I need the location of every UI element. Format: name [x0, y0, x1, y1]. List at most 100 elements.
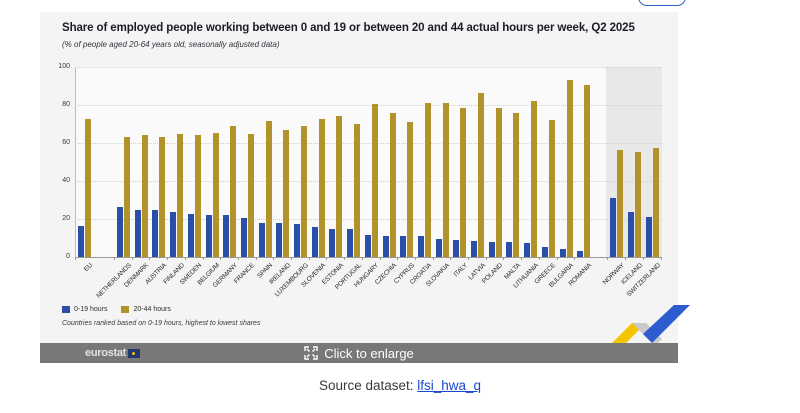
bar-luxembourg-0-19hours: [294, 223, 300, 257]
bar-group-slovakia: [435, 103, 449, 257]
click-to-enlarge-bar[interactable]: eurostat Click to enlarge: [40, 343, 678, 363]
bar-france-0-19hours: [240, 218, 247, 257]
bar-group-switzerland: [646, 147, 659, 257]
y-tick-label-60: 60: [62, 139, 70, 146]
bar-estonia-0-19hours: [329, 228, 336, 257]
cta-center[interactable]: Click to enlarge: [304, 346, 414, 361]
bar-belgium-20-44hours: [212, 132, 219, 257]
bar-romania-0-19hours: [577, 251, 584, 257]
source-line: Source dataset: lfsi_hwa_q: [0, 378, 800, 393]
gridline-100: [75, 67, 662, 68]
chart-subtitle: (% of people aged 20-64 years old, seaso…: [62, 40, 280, 49]
bar-czechia-0-19hours: [382, 235, 389, 257]
bar-spain-20-44hours: [265, 121, 272, 257]
axis-tick: [220, 257, 222, 260]
legend-item-0-19: 0-19 hours: [62, 306, 107, 313]
bar-austria-0-19hours: [152, 210, 159, 257]
axis-tick: [574, 257, 576, 260]
axis-tick: [538, 257, 540, 260]
bar-finland-0-19hours: [170, 212, 177, 257]
bar-group-hungary: [364, 104, 378, 257]
y-tick-label-20: 20: [62, 215, 70, 222]
bar-group-bulgaria: [559, 80, 573, 257]
bar-spain-0-19hours: [258, 222, 265, 257]
axis-tick: [414, 257, 416, 260]
bar-group-italy: [453, 107, 467, 257]
axis-tick: [607, 257, 608, 260]
bar-cyprus-0-19hours: [400, 236, 407, 257]
y-tick-label-0: 0: [66, 253, 70, 260]
legend-swatch-blue: [62, 306, 70, 313]
bar-eu-0-19hours: [78, 225, 84, 257]
bar-romania-20-44hours: [584, 85, 591, 257]
eurostat-wordmark: eurostat: [85, 347, 126, 359]
axis-tick: [468, 257, 469, 260]
axis-tick: [625, 257, 626, 260]
source-dataset-link[interactable]: lfsi_hwa_q: [417, 378, 482, 393]
bar-bulgaria-0-19hours: [559, 248, 566, 257]
bar-eu-20-44hours: [85, 119, 91, 257]
chart-card[interactable]: Share of employed people working between…: [40, 12, 690, 362]
y-axis-line: [75, 67, 76, 257]
bar-malta-20-44hours: [513, 112, 520, 257]
bar-group-spain: [258, 121, 272, 257]
axis-tick: [75, 257, 76, 260]
bar-group-cyprus: [400, 122, 414, 257]
bar-slovakia-0-19hours: [435, 238, 442, 257]
bar-croatia-0-19hours: [417, 236, 424, 257]
bar-belgium-0-19hours: [205, 215, 212, 257]
bar-portugal-0-19hours: [347, 229, 354, 257]
axis-tick: [184, 257, 186, 260]
bar-luxembourg-20-44hours: [301, 125, 307, 257]
bar-group-portugal: [347, 124, 361, 257]
x-axis-line: [75, 257, 662, 258]
bar-group-romania: [577, 85, 591, 257]
eurostat-brand: eurostat: [85, 347, 140, 359]
bar-italy-20-44hours: [460, 107, 467, 257]
bar-group-ireland: [276, 129, 290, 257]
axis-tick: [202, 257, 204, 260]
bar-denmark-0-19hours: [134, 209, 141, 257]
bar-group-latvia: [471, 92, 484, 257]
bar-group-luxembourg: [294, 125, 307, 257]
bar-norway-0-19hours: [610, 198, 616, 257]
bar-italy-0-19hours: [453, 240, 460, 257]
bar-austria-20-44hours: [159, 137, 166, 257]
eu-flag-icon: [128, 348, 140, 358]
legend-swatch-gold: [121, 306, 130, 313]
truncated-top-button[interactable]: [638, 0, 686, 6]
bar-netherlands-20-44hours: [124, 137, 130, 257]
bar-latvia-0-19hours: [471, 241, 477, 257]
bar-france-20-44hours: [247, 133, 254, 257]
bar-iceland-20-44hours: [635, 151, 641, 257]
bar-switzerland-20-44hours: [653, 147, 659, 257]
bar-croatia-20-44hours: [424, 103, 431, 257]
bar-portugal-20-44hours: [354, 124, 361, 257]
axis-tick: [255, 257, 257, 260]
axis-tick: [273, 257, 275, 260]
y-tick-label-100: 100: [58, 63, 70, 70]
bar-slovenia-20-44hours: [318, 119, 325, 257]
bar-poland-20-44hours: [495, 107, 502, 257]
axis-tick: [450, 257, 452, 260]
bar-slovakia-20-44hours: [442, 103, 449, 257]
bar-switzerland-0-19hours: [646, 217, 652, 257]
bar-poland-0-19hours: [488, 241, 495, 257]
bar-group-croatia: [417, 103, 431, 257]
axis-tick: [643, 257, 644, 260]
axis-tick: [379, 257, 381, 260]
bar-czechia-20-44hours: [389, 112, 396, 257]
bar-group-malta: [506, 112, 520, 257]
bar-lithuania-20-44hours: [531, 101, 538, 257]
bar-group-czechia: [382, 112, 396, 257]
bar-netherlands-0-19hours: [117, 206, 123, 257]
bar-group-denmark: [134, 135, 148, 257]
axis-tick: [114, 257, 115, 260]
axis-tick: [308, 257, 310, 260]
bar-group-iceland: [628, 151, 641, 257]
bar-group-belgium: [205, 132, 219, 257]
bar-group-poland: [488, 107, 502, 257]
axis-tick: [397, 257, 399, 260]
axis-tick: [326, 257, 328, 260]
axis-tick: [149, 257, 151, 260]
